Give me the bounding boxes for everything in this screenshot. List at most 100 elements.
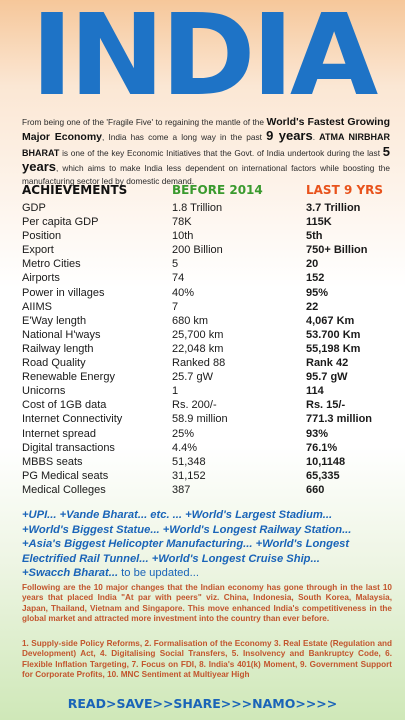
intro-highlight-atma-nirbhar: ATMA NIRBHAR BHARAT (22, 132, 390, 158)
row-last-9-yrs: 93% (306, 427, 329, 440)
hashtag-block: +UPI... +Vande Bharat... etc. ... +World… (22, 508, 392, 581)
hashtag-line: +World's Biggest Statue... +World's Long… (22, 523, 352, 536)
row-achievement: Renewable Energy (22, 371, 115, 384)
table-header: ACHIEVEMENTS BEFORE 2014 LAST 9 YRS (22, 183, 392, 199)
hashtag-tail: to be updated... (118, 567, 199, 580)
row-before-2014: 4.4% (172, 441, 198, 454)
row-last-9-yrs: 771.3 million (306, 413, 373, 426)
row-achievement: Position (22, 230, 62, 243)
row-achievement: Airports (22, 272, 60, 285)
row-achievement: Export (22, 244, 54, 257)
row-before-2014: Rs. 200/- (172, 399, 217, 412)
row-last-9-yrs: 53.700 Km (306, 328, 361, 341)
row-before-2014: Ranked 88 (172, 357, 226, 370)
row-before-2014: 7 (172, 300, 179, 313)
row-achievement: Per capita GDP (22, 216, 99, 229)
row-before-2014: 5 (172, 258, 179, 271)
header-before-2014: BEFORE 2014 (172, 183, 263, 197)
row-achievement: Internet Connectivity (22, 413, 123, 426)
row-last-9-yrs: 114 (306, 385, 324, 398)
table-row: PG Medical seats 31,152 65,335 (22, 469, 392, 483)
row-last-9-yrs: 3.7 Trillion (306, 202, 361, 214)
row-last-9-yrs: 115K (306, 216, 332, 229)
row-before-2014: 25.7 gW (172, 371, 213, 384)
row-achievement: Power in villages (22, 286, 105, 299)
row-last-9-yrs: 22 (306, 300, 319, 313)
table-row: Per capita GDP 78K 115K (22, 215, 392, 229)
row-last-9-yrs: 4,067 Km (306, 314, 355, 327)
row-achievement: Unicorns (22, 385, 66, 398)
intro-highlight-5-years: 5 years (22, 143, 390, 174)
table-row: Medical Colleges 387 660 (22, 483, 392, 497)
row-achievement: Medical Colleges (22, 483, 106, 496)
row-last-9-yrs: 76.1% (306, 441, 338, 454)
table-row: Export 200 Billion 750+ Billion (22, 243, 392, 257)
row-before-2014: 78K (172, 216, 192, 229)
intro-highlight-9-years: 9 years (266, 128, 313, 144)
achievements-table: GDP 1.8 Trillion 3.7 Trillion Per capita GD… (22, 201, 392, 497)
table-row: National H'ways 25,700 km 53.700 Km (22, 328, 392, 342)
intro-text-5: , which aims to make India less dependen… (22, 162, 390, 187)
table-row: Internet Connectivity 58.9 million 771.3 m… (22, 412, 392, 426)
row-last-9-yrs: 55,198 Km (306, 342, 361, 355)
table-row: Airports 74 152 (22, 271, 392, 285)
row-last-9-yrs: Rs. 15/- (306, 399, 346, 412)
table-row: Power in villages 40% 95% (22, 286, 392, 300)
intro-highlight-economy: World's Fastest Growing Major Economy (22, 116, 390, 144)
row-achievement: Road Quality (22, 357, 86, 370)
row-before-2014: 22,048 km (172, 342, 224, 355)
summary-paragraph: Following are the 10 major changes that … (22, 583, 392, 624)
row-before-2014: 74 (172, 272, 185, 285)
page-title: INDIA (30, 0, 379, 121)
row-achievement: Internet spread (22, 427, 96, 440)
row-before-2014: 680 km (172, 314, 209, 327)
row-before-2014: 25% (172, 427, 195, 440)
table-row: MBBS seats 51,348 10,1148 (22, 455, 392, 469)
row-before-2014: 200 Billion (172, 244, 223, 257)
table-row: Internet spread 25% 93% (22, 427, 392, 441)
row-last-9-yrs: 750+ Billion (306, 244, 368, 257)
footer-slogan: READ>SAVE>>SHARE>>>NAMO>>>> (67, 696, 338, 711)
row-before-2014: 1.8 Trillion (172, 202, 223, 214)
row-before-2014: 1 (172, 385, 179, 398)
table-row: Cost of 1GB data Rs. 200/- Rs. 15/- (22, 398, 392, 412)
table-row: Position 10th 5th (22, 229, 392, 243)
hashtag-swacch: +Swacch Bharat... (22, 567, 119, 580)
table-row: Digital transactions 4.4% 76.1% (22, 441, 392, 455)
table-row: Metro Cities 5 20 (22, 257, 392, 271)
intro-paragraph: From being one of the 'Fragile Five' to … (22, 116, 390, 188)
row-achievement: PG Medical seats (22, 469, 109, 482)
row-before-2014: 51,348 (172, 455, 206, 468)
row-last-9-yrs: 65,335 (306, 469, 340, 482)
row-last-9-yrs: 5th (306, 230, 323, 243)
intro-text-2: , India has come a long way in the past (102, 132, 267, 143)
row-last-9-yrs: Rank 42 (306, 357, 349, 370)
row-achievement: GDP (22, 202, 46, 214)
row-achievement: Cost of 1GB data (22, 399, 107, 412)
changes-list: 1. Supply-side Policy Reforms, 2. Formal… (22, 639, 392, 680)
intro-text-4: is one of the key Economic Initiatives t… (59, 147, 383, 158)
row-last-9-yrs: 20 (306, 258, 319, 271)
table-row: Road Quality Ranked 88 Rank 42 (22, 356, 392, 370)
intro-text-1: From being one of the 'Fragile Five' to … (22, 117, 267, 127)
row-achievement: Metro Cities (22, 258, 81, 271)
table-row: AIIMS 7 22 (22, 300, 392, 314)
row-achievement: E'Way length (22, 314, 87, 327)
table-row: Railway length 22,048 km 55,198 Km (22, 342, 392, 356)
row-last-9-yrs: 95% (306, 286, 329, 299)
intro-text-3: . (312, 132, 320, 143)
row-last-9-yrs: 152 (306, 272, 325, 285)
row-last-9-yrs: 10,1148 (306, 455, 346, 468)
row-achievement: MBBS seats (22, 455, 83, 468)
row-before-2014: 58.9 million (172, 413, 228, 426)
hashtag-line: Electrified Rail Tunnel... +World's Long… (22, 552, 320, 565)
row-before-2014: 387 (172, 483, 191, 496)
row-achievement: AIIMS (22, 300, 52, 313)
hashtag-line: +Asia's Biggest Helicopter Manufacturing… (22, 538, 350, 551)
row-achievement: Digital transactions (22, 441, 115, 454)
row-before-2014: 31,152 (172, 469, 206, 482)
hashtag-line: +Swacch Bharat... to be updated... (22, 566, 392, 581)
header-last-9-yrs: LAST 9 YRS (306, 183, 384, 197)
row-achievement: National H'ways (22, 328, 101, 341)
table-row: GDP 1.8 Trillion 3.7 Trillion (22, 201, 392, 215)
